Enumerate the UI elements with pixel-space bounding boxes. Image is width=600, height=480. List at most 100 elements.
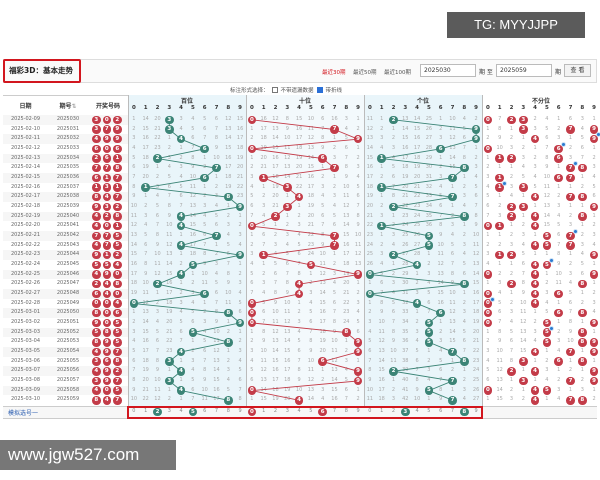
omission-value: 1 [179, 357, 183, 364]
simulate-ball[interactable]: 4 [297, 408, 301, 414]
simulate-ball[interactable]: 0 [368, 408, 372, 414]
simulate-ball[interactable]: 5 [427, 408, 431, 414]
simulate-ball[interactable]: 9 [474, 408, 478, 414]
draw-ball: 7 [113, 192, 122, 202]
simulate-ball[interactable]: 8 [226, 408, 230, 414]
simulate-ball-selected[interactable]: 0 [247, 407, 257, 417]
omission-value: 5 [533, 183, 537, 190]
omission-value: 12 [496, 367, 503, 374]
omission-value: 10 [520, 299, 527, 306]
omission-value: 1 [580, 319, 584, 326]
simulate-ball[interactable]: 1 [262, 408, 266, 414]
col-issue[interactable]: 期号⇅ [48, 101, 88, 110]
omission-value: 1 [509, 261, 514, 268]
omission-value: 20 [307, 212, 315, 219]
omission-value: 7 [344, 154, 348, 161]
recent-50-link[interactable]: 最近50期 [353, 70, 377, 76]
hit-ball: 0 [483, 386, 493, 395]
simulate-ball[interactable]: 2 [273, 408, 278, 414]
omission-value: 6 [250, 377, 254, 384]
omission-value: 7 [132, 174, 136, 181]
recent-30-link[interactable]: 最近30期 [322, 70, 346, 76]
omission-value: 7 [262, 241, 266, 248]
omission-value: 19 [272, 396, 279, 403]
to-issue-input[interactable]: 2025059 [496, 64, 552, 77]
with-line-checkbox[interactable] [316, 87, 323, 93]
omission-value: 1 [557, 299, 561, 306]
simulate-ball-selected[interactable]: 6 [318, 407, 327, 417]
hit-ball: 4 [530, 386, 540, 395]
omission-value: 10 [295, 386, 303, 393]
omission-value: 5 [203, 116, 207, 122]
simulate-ball-selected[interactable]: 5 [188, 407, 198, 417]
omission-value: 6 [509, 338, 514, 345]
omission-value: 15 [437, 290, 444, 297]
omission-value: 19 [402, 174, 409, 181]
simulate-ball[interactable]: 9 [238, 408, 242, 414]
omission-value: 21 [472, 338, 480, 345]
omission-value: 18 [142, 154, 149, 161]
simulate-ball[interactable]: 5 [309, 408, 313, 414]
simulate-ball[interactable]: 3 [167, 408, 171, 414]
simulate-ball[interactable]: 1 [144, 408, 148, 414]
hit-ball: 9 [589, 250, 599, 260]
omission-value: 2 [238, 222, 242, 229]
omission-value: 9 [474, 222, 478, 229]
no-omission-checkbox[interactable] [271, 87, 278, 93]
sort-icon[interactable]: ⇅ [71, 103, 77, 110]
hit-ball: 1 [495, 173, 504, 183]
omission-value: 8 [203, 251, 207, 258]
digit-header: 1 [497, 105, 502, 111]
omission-value: 1 [486, 125, 490, 132]
omission-value: 9 [332, 328, 337, 335]
simulate-ball[interactable]: 3 [285, 408, 289, 414]
from-issue-input[interactable]: 2025030 [420, 64, 476, 77]
digit-header: 3 [285, 105, 290, 111]
omission-value: 3 [498, 212, 502, 219]
omission-value: 21 [402, 193, 409, 200]
simulate-ball-selected[interactable]: 2 [153, 407, 162, 417]
simulate-ball[interactable]: 9 [356, 408, 360, 414]
simulate-ball[interactable]: 6 [439, 408, 443, 414]
simulate-ball[interactable]: 6 [203, 408, 207, 414]
row-issue: 2025036 [56, 174, 80, 181]
hit-ball: 4 [530, 279, 540, 289]
recent-100-link[interactable]: 最近100期 [384, 70, 411, 76]
omission-value: 6 [132, 164, 136, 171]
omission-value: 7 [344, 396, 348, 403]
omission-value: 5 [226, 386, 230, 393]
simulate-ball[interactable]: 2 [391, 408, 396, 414]
simulate-ball[interactable]: 0 [132, 408, 136, 414]
omission-value: 16 [378, 377, 385, 384]
omission-value: 4 [568, 280, 573, 287]
simulate-ball[interactable]: 4 [179, 408, 183, 414]
omission-value: 9 [214, 319, 219, 326]
omission-value: 6 [203, 348, 207, 355]
simulate-ball[interactable]: 7 [332, 408, 337, 414]
draw-ball: 2 [113, 250, 122, 260]
hit-ball: 4 [530, 134, 540, 144]
simulate-label[interactable]: 模拟选号一 [8, 410, 39, 417]
simulate-ball-selected[interactable]: 3 [401, 407, 410, 417]
simulate-ball[interactable]: 7 [450, 408, 455, 414]
omission-value: 15 [166, 270, 173, 277]
simulate-ball-selected[interactable]: 8 [460, 407, 469, 417]
omission-value: 3 [226, 367, 230, 374]
omission-value: 16 [272, 154, 279, 161]
omission-value: 5 [191, 125, 195, 132]
omission-value: 2 [155, 299, 160, 306]
simulate-ball[interactable]: 8 [344, 408, 348, 414]
omission-value: 1 [450, 357, 455, 364]
query-button[interactable]: 查 看 [564, 64, 591, 77]
omission-value: 7 [509, 348, 514, 355]
hit-ball: 3 [165, 125, 174, 134]
hit-ball: 4 [530, 221, 540, 231]
omission-value: 8 [321, 232, 325, 239]
simulate-ball[interactable]: 1 [380, 408, 384, 414]
hit-ball: 8 [578, 308, 587, 318]
omission-value: 2 [509, 299, 514, 306]
simulate-ball[interactable]: 7 [214, 408, 219, 414]
omission-value: 9 [167, 212, 171, 219]
simulate-ball[interactable]: 4 [415, 408, 419, 414]
omission-value: 6 [179, 328, 183, 335]
